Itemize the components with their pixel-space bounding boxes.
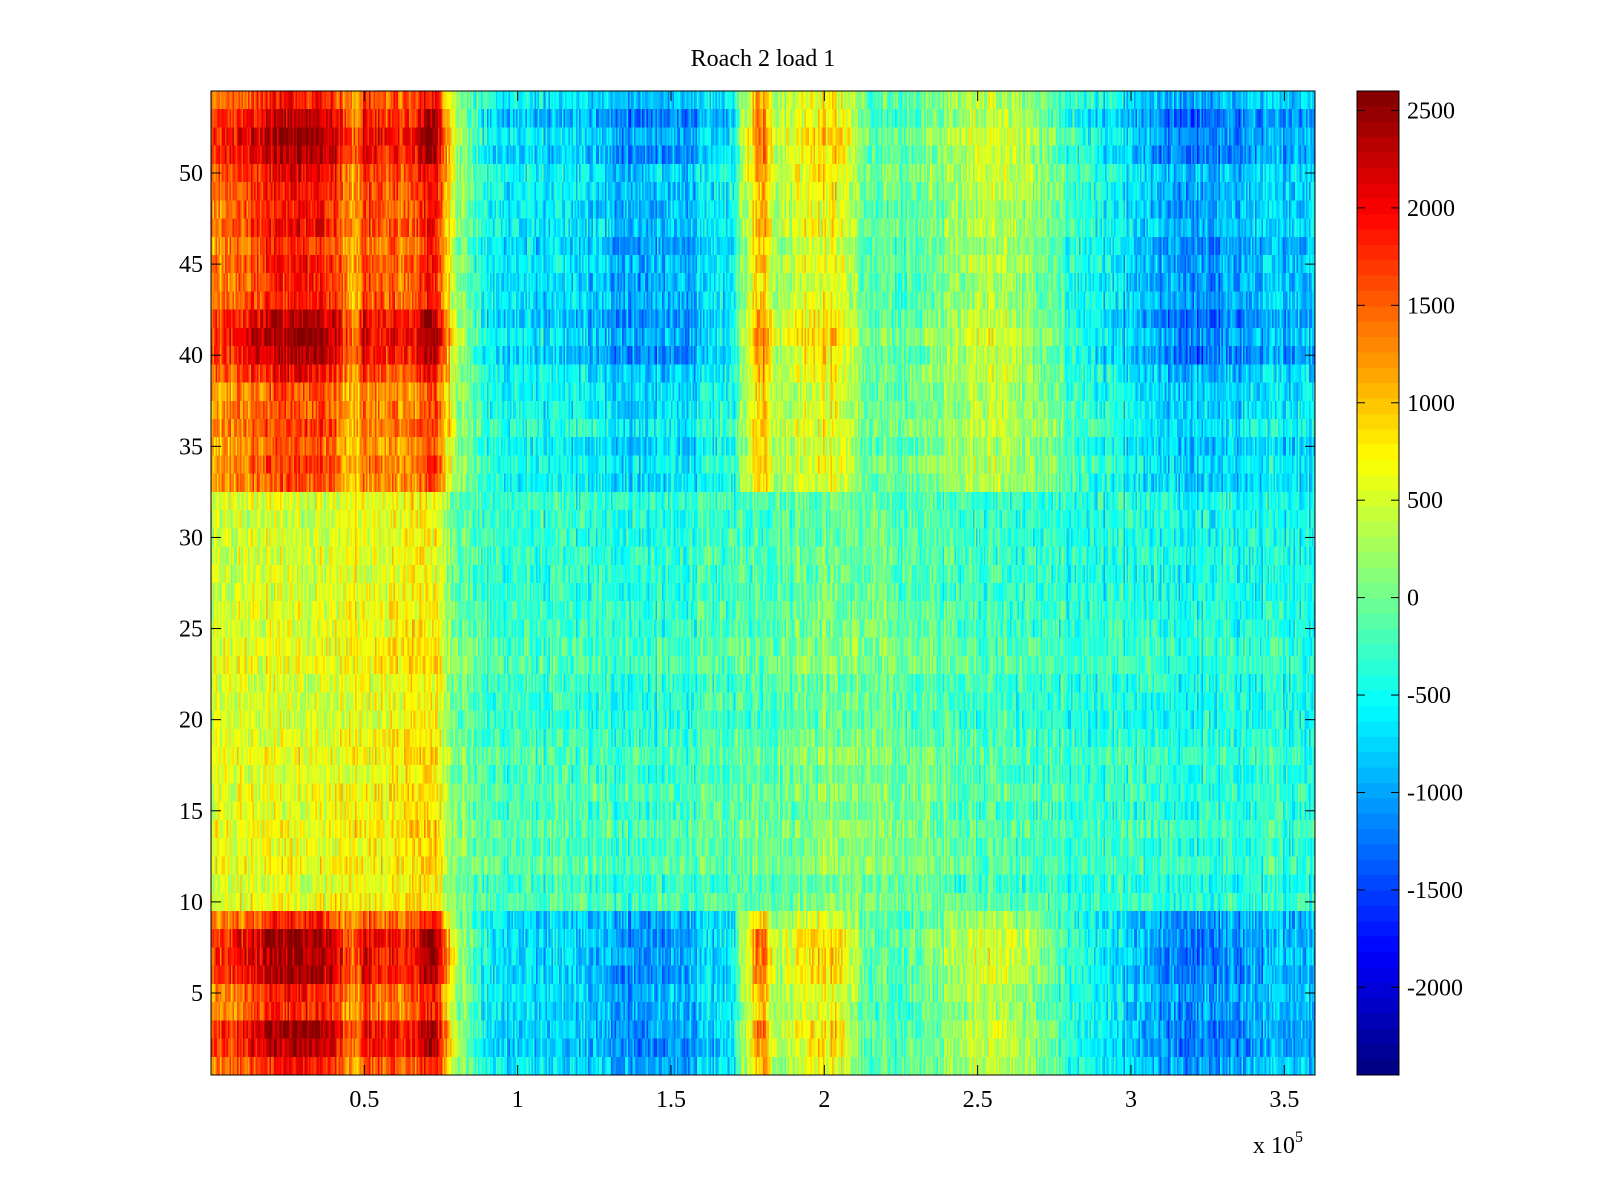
plot-frame	[210, 90, 1316, 1076]
y-tick-label: 20	[179, 708, 203, 734]
colorbar-tick-label: 2500	[1407, 98, 1455, 124]
colorbar-tick-label: 500	[1407, 488, 1443, 514]
y-tick-label: 40	[179, 343, 203, 369]
heatmap-image	[211, 91, 1315, 1075]
colorbar-tick-label: -500	[1407, 683, 1451, 709]
x-tick-label: 1	[512, 1087, 524, 1113]
colorbar-tick-label: -2000	[1407, 975, 1463, 1001]
x-tick-label: 2	[818, 1087, 830, 1113]
y-tick-label: 45	[179, 252, 203, 278]
y-tick-label: 35	[179, 434, 203, 460]
colorbar-tick-label: 1500	[1407, 293, 1455, 319]
x-tick-label: 1.5	[656, 1087, 686, 1113]
colorbar-frame	[1356, 90, 1400, 1076]
y-axis-ticks: 5 10 15 20 25 30 35 40 45 50	[179, 161, 1315, 1007]
x-axis-ticks: 0.5 1 1.5 2 2.5 3 3.5	[349, 91, 1299, 1113]
colorbar-tick-label: 0	[1407, 586, 1419, 612]
y-tick-label: 30	[179, 525, 203, 551]
x-tick-label: 0.5	[349, 1087, 379, 1113]
y-tick-label: 5	[191, 981, 203, 1007]
x-tick-label: 3	[1125, 1087, 1137, 1113]
y-tick-label: 25	[179, 617, 203, 643]
chart-title: Roach 2 load 1	[691, 46, 836, 72]
colorbar-tick-label: -1000	[1407, 780, 1463, 806]
x-tick-label: 3.5	[1269, 1087, 1299, 1113]
colorbar-tick-label: -1500	[1407, 878, 1463, 904]
x-scale-factor: x 105	[1253, 1129, 1303, 1159]
y-tick-label: 15	[179, 799, 203, 825]
x-scale-exponent: 5	[1295, 1129, 1303, 1146]
x-scale-label: x 10	[1253, 1133, 1295, 1159]
colorbar-ticks: 2500 2000 1500 1000 500 0 -500 -1000 -1500 -2000	[1357, 98, 1463, 1001]
colorbar-tick-label: 2000	[1407, 196, 1455, 222]
x-tick-label: 2.5	[963, 1087, 993, 1113]
colorbar-tick-label: 1000	[1407, 391, 1455, 417]
y-tick-label: 10	[179, 890, 203, 916]
colorbar-image	[1357, 91, 1399, 1075]
y-tick-label: 50	[179, 161, 203, 187]
